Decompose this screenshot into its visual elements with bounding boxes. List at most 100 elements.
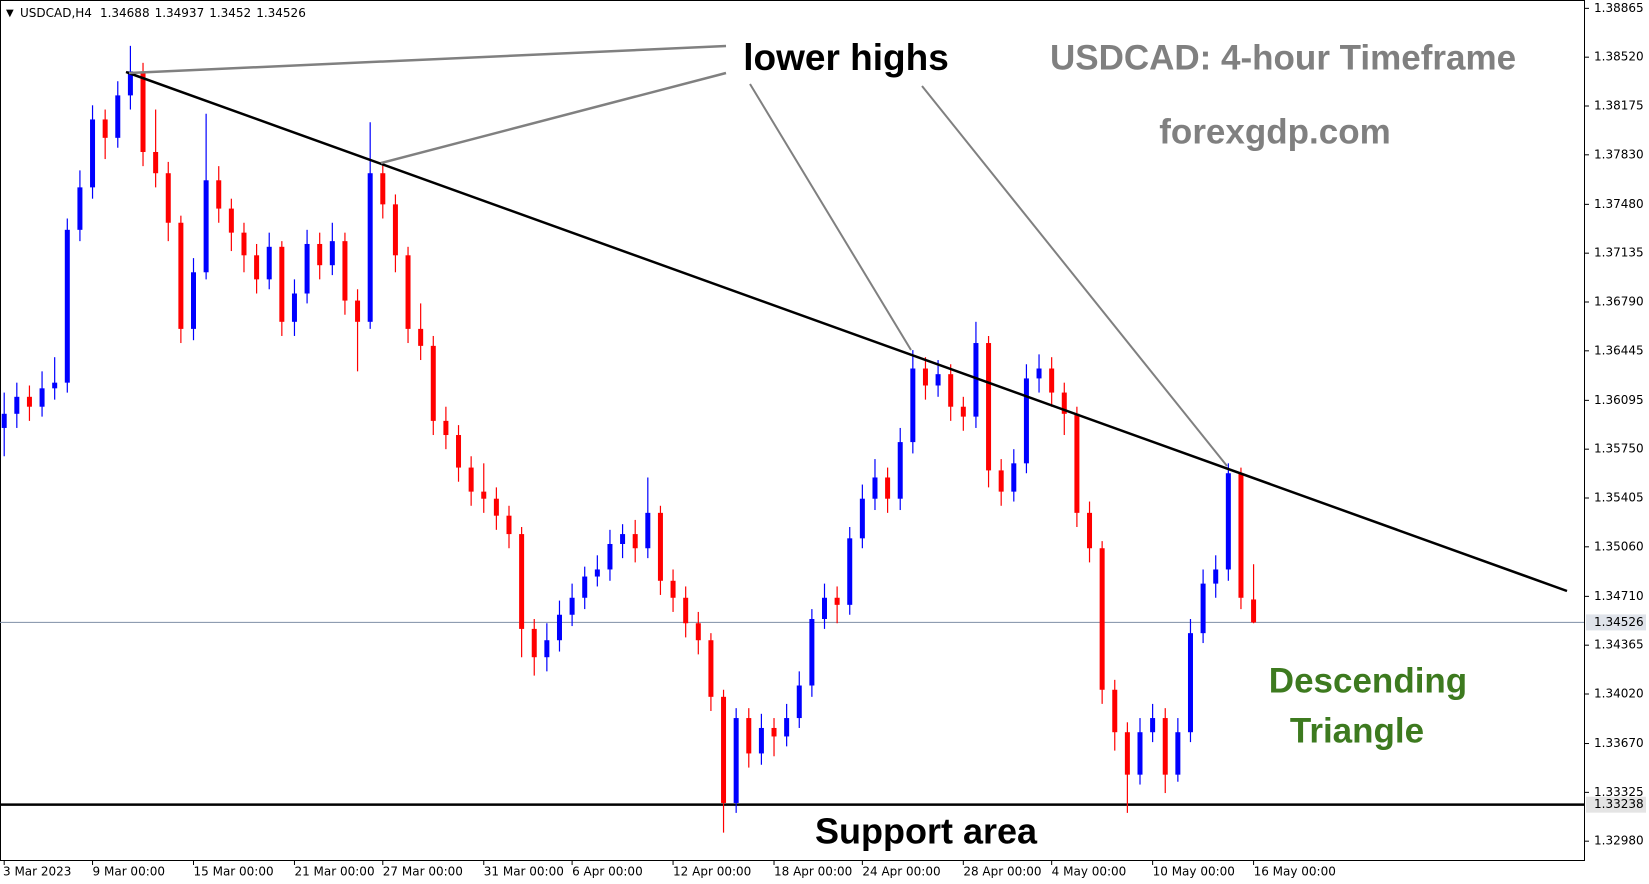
candle-body <box>1074 413 1080 513</box>
candle-body <box>569 597 575 615</box>
x-tick-label: 27 Mar 00:00 <box>383 865 463 879</box>
candle-body <box>632 534 638 549</box>
x-tick-label: 12 Apr 00:00 <box>673 865 751 879</box>
candle-body <box>1049 368 1055 393</box>
current-price-box <box>1586 614 1646 631</box>
last-open: 1.34688 <box>100 6 150 20</box>
y-tick-label: 1.34020 <box>1594 687 1644 701</box>
candle-body <box>1187 633 1193 733</box>
support-label: Support area <box>815 811 1038 852</box>
candle-body <box>52 382 58 389</box>
candle-body <box>127 71 133 96</box>
symbol: USDCAD,H4 <box>20 6 92 20</box>
candle-body <box>670 580 676 598</box>
chart-header: USDCAD,H4 1.34688 1.34937 1.3452 1.34526 <box>20 6 306 20</box>
pointer <box>380 71 727 165</box>
candle-body <box>645 512 651 549</box>
candle-body <box>342 241 348 301</box>
candle-body <box>468 467 474 492</box>
y-tick-label: 1.35750 <box>1594 442 1644 456</box>
x-tick-label: 3 Mar 2023 <box>3 865 71 879</box>
candle-body <box>1112 689 1118 733</box>
last-low: 1.3452 <box>209 6 251 20</box>
candle-body <box>910 368 916 443</box>
candle-body <box>90 119 96 188</box>
candle-body <box>986 343 992 471</box>
candle-body <box>191 272 196 329</box>
candle-body <box>443 420 449 436</box>
candle-body <box>506 515 512 535</box>
candle-body <box>115 95 121 138</box>
pattern-label: Triangle <box>1290 711 1424 750</box>
candle-body <box>998 470 1004 492</box>
y-tick-label: 1.37135 <box>1594 246 1644 260</box>
y-tick-label: 1.36445 <box>1594 343 1644 357</box>
candle-body <box>746 718 752 754</box>
y-tick-label: 1.38175 <box>1594 98 1644 112</box>
candle-body <box>531 628 537 658</box>
candle-body <box>519 534 525 629</box>
x-tick-label: 28 Apr 00:00 <box>963 865 1041 879</box>
candle-body <box>216 180 222 209</box>
support-price-box <box>1586 796 1646 813</box>
y-tick-label: 1.36790 <box>1594 294 1644 308</box>
candle-body <box>430 345 436 421</box>
x-tick-label: 16 May 00:00 <box>1254 865 1336 879</box>
x-tick-label: 31 Mar 00:00 <box>484 865 564 879</box>
candle-body <box>1061 392 1067 414</box>
chart-subtitle: forexgdp.com <box>1159 112 1390 151</box>
candle-body <box>153 151 159 174</box>
x-tick-label: 6 Apr 00:00 <box>572 865 643 879</box>
candle-body <box>847 538 853 605</box>
candle-body <box>1 413 7 428</box>
candle-body <box>493 498 499 516</box>
candle-body <box>1238 473 1244 598</box>
price-marks <box>0 45 1584 833</box>
candle-body <box>481 491 487 499</box>
candle-body <box>367 173 373 322</box>
candle-body <box>1124 732 1130 775</box>
pointer <box>921 85 1228 467</box>
candle-body <box>657 512 663 581</box>
candle-body <box>1099 548 1105 690</box>
x-tick-label: 15 Mar 00:00 <box>194 865 274 879</box>
x-tick-label: 9 Mar 00:00 <box>93 865 166 879</box>
y-tick-label: 1.35405 <box>1594 490 1644 504</box>
annotation: lower highs <box>743 37 949 78</box>
candle-body <box>418 328 424 346</box>
candle-body <box>140 71 146 152</box>
candle-body <box>1225 473 1231 570</box>
candle-body <box>620 534 626 544</box>
candle-body <box>64 229 70 383</box>
candle-body <box>26 396 32 407</box>
candle-body <box>1150 718 1156 733</box>
candle-body <box>1200 583 1206 634</box>
candle-body <box>39 388 45 407</box>
candle-body <box>771 727 777 737</box>
last-high: 1.34937 <box>155 6 205 20</box>
candle-body <box>935 374 941 386</box>
candle-body <box>1137 732 1143 775</box>
candle-body <box>607 543 613 570</box>
candle-body <box>178 222 184 329</box>
candle-body <box>102 119 108 138</box>
candle-body <box>241 232 247 256</box>
candle-body <box>544 640 550 658</box>
candle-body <box>872 477 878 499</box>
candle-body <box>304 243 310 294</box>
candle-body <box>834 597 840 605</box>
last-close: 1.34526 <box>256 6 306 20</box>
candle-body <box>266 246 272 280</box>
candle-body <box>1251 599 1257 623</box>
y-tick-label: 1.32980 <box>1594 834 1644 848</box>
y-tick-label: 1.35060 <box>1594 539 1644 553</box>
candle-body <box>885 477 891 499</box>
y-tick-label: 1.38520 <box>1594 50 1644 64</box>
candle-body <box>1162 718 1168 775</box>
x-tick-label: 24 Apr 00:00 <box>862 865 940 879</box>
candle-body <box>695 623 701 641</box>
candle-body <box>456 435 462 468</box>
candle-body <box>14 396 20 414</box>
y-tick-label: 1.38865 <box>1594 1 1644 15</box>
